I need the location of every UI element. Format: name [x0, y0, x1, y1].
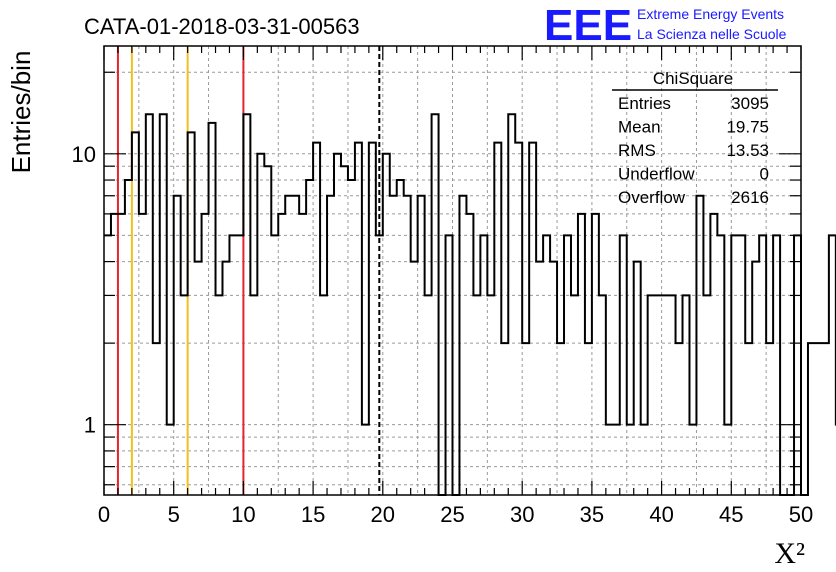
y-tick-label: 10 — [72, 142, 96, 167]
x-tick-label: 5 — [168, 502, 180, 527]
stats-label: Overflow — [618, 188, 686, 207]
x-tick-label: 40 — [649, 502, 673, 527]
logo-mark: EEE — [544, 1, 632, 50]
x-tick-label: 15 — [301, 502, 325, 527]
stats-value: 3095 — [731, 94, 769, 113]
stats-label: Underflow — [618, 165, 695, 184]
stats-value: 13.53 — [726, 141, 769, 160]
stats-value: 19.75 — [726, 118, 769, 137]
x-tick-label: 30 — [510, 502, 534, 527]
x-tick-label: 45 — [719, 502, 743, 527]
y-tick-label: 1 — [84, 413, 96, 438]
x-tick-label: 10 — [231, 502, 255, 527]
x-tick-label: 20 — [371, 502, 395, 527]
stats-value: 0 — [760, 165, 769, 184]
stats-title: ChiSquare — [653, 69, 733, 88]
logo-line-2: La Scienza nelle Scuole — [637, 26, 787, 42]
stats-label: RMS — [618, 141, 656, 160]
x-tick-label: 50 — [789, 502, 813, 527]
x-axis-label: X² — [774, 537, 805, 570]
logo-line-1: Extreme Energy Events — [637, 6, 784, 22]
stats-rows: Entries 3095 Mean 19.75 RMS 13.53 Underflow 0 Ov… — [618, 94, 769, 207]
y-tick-labels: 1 10 — [72, 142, 96, 438]
x-tick-label: 35 — [580, 502, 604, 527]
x-tick-label: 25 — [440, 502, 464, 527]
eee-logo: EEE Extreme Energy Events La Scienza nel… — [544, 1, 787, 50]
histogram-series — [104, 113, 836, 496]
stats-label: Entries — [618, 94, 671, 113]
stats-box: ChiSquare Entries 3095 Mean 19.75 RMS 13.53 Un… — [612, 69, 778, 207]
axis-ticks — [103, 46, 802, 495]
x-tick-labels: 0 5 10 15 20 25 30 35 40 45 50 — [98, 502, 813, 527]
x-tick-label: 0 — [98, 502, 110, 527]
y-axis-label: Entries/bin — [6, 51, 36, 174]
chart-title: CATA-01-2018-03-31-00563 — [84, 14, 360, 39]
stats-label: Mean — [618, 118, 661, 137]
stats-value: 2616 — [731, 188, 769, 207]
